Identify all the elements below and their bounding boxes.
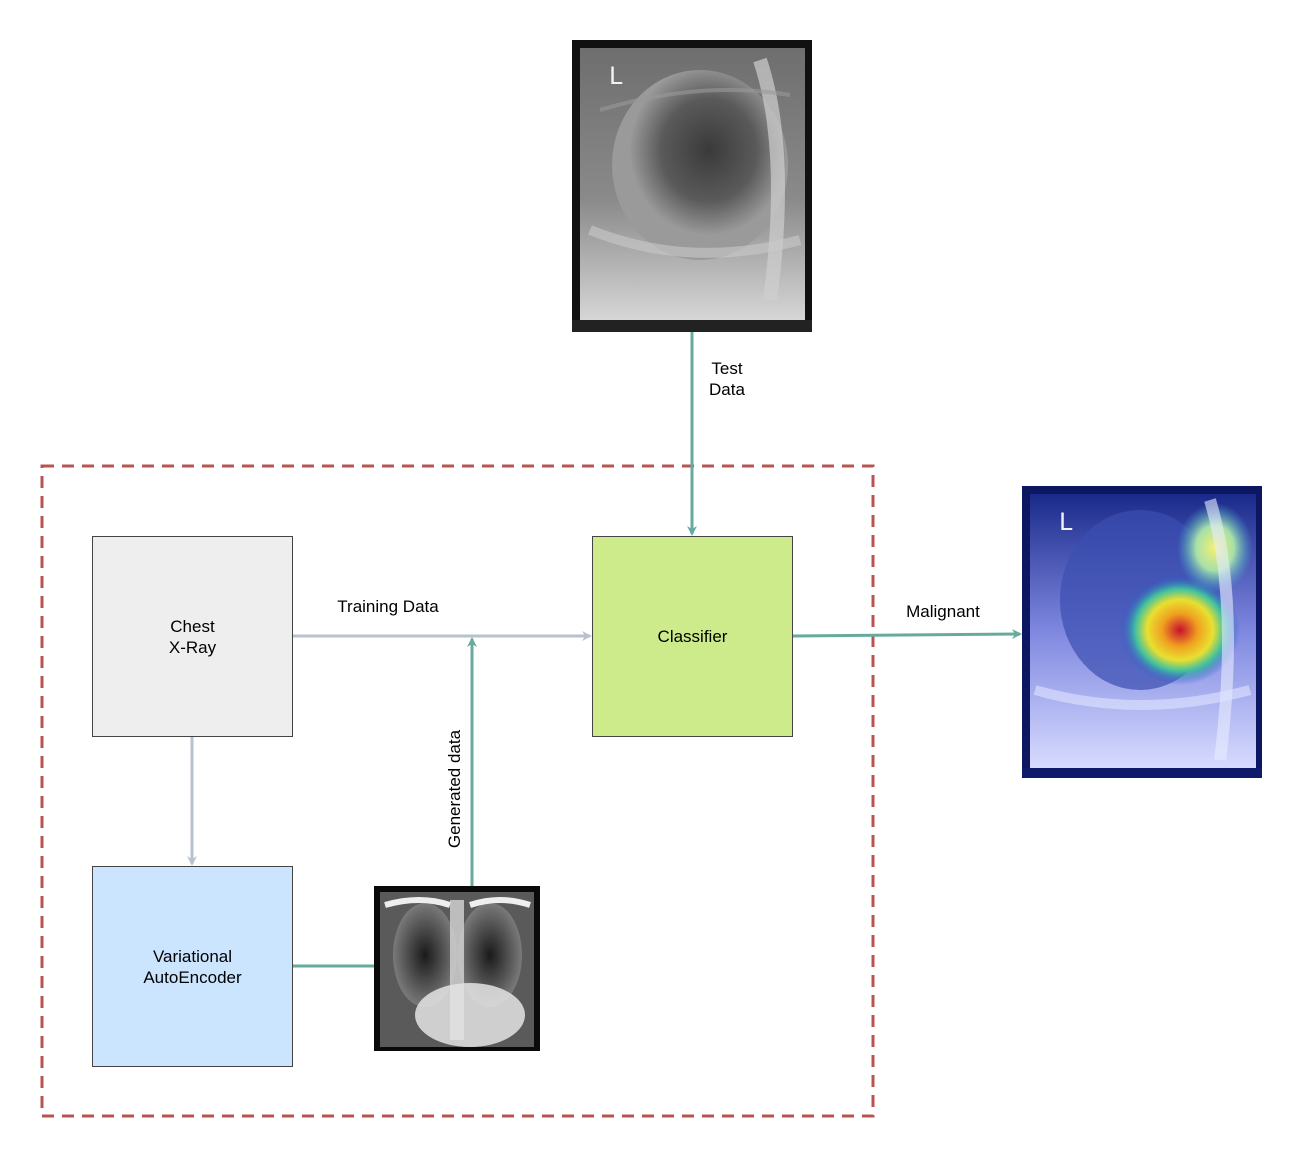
malignant-label: Malignant	[906, 602, 980, 621]
generated-xray-image	[374, 886, 540, 1051]
classifier-box: Classifier	[592, 536, 793, 737]
generated-data-label: Generated data	[445, 729, 464, 849]
test-data-label: Test Data	[709, 359, 745, 399]
heatmap-xray-image	[1022, 486, 1262, 778]
malignant-arrow	[792, 629, 1022, 640]
vae-box: Variational AutoEncoder	[92, 866, 293, 1067]
xray-left-marker-heatmap: L	[1059, 508, 1073, 536]
test-xray-image	[572, 40, 812, 332]
training-data-label: Training Data	[337, 597, 439, 616]
chest-xray-box: Chest X-Ray	[92, 536, 293, 737]
xray-left-marker-top: L	[609, 62, 623, 90]
